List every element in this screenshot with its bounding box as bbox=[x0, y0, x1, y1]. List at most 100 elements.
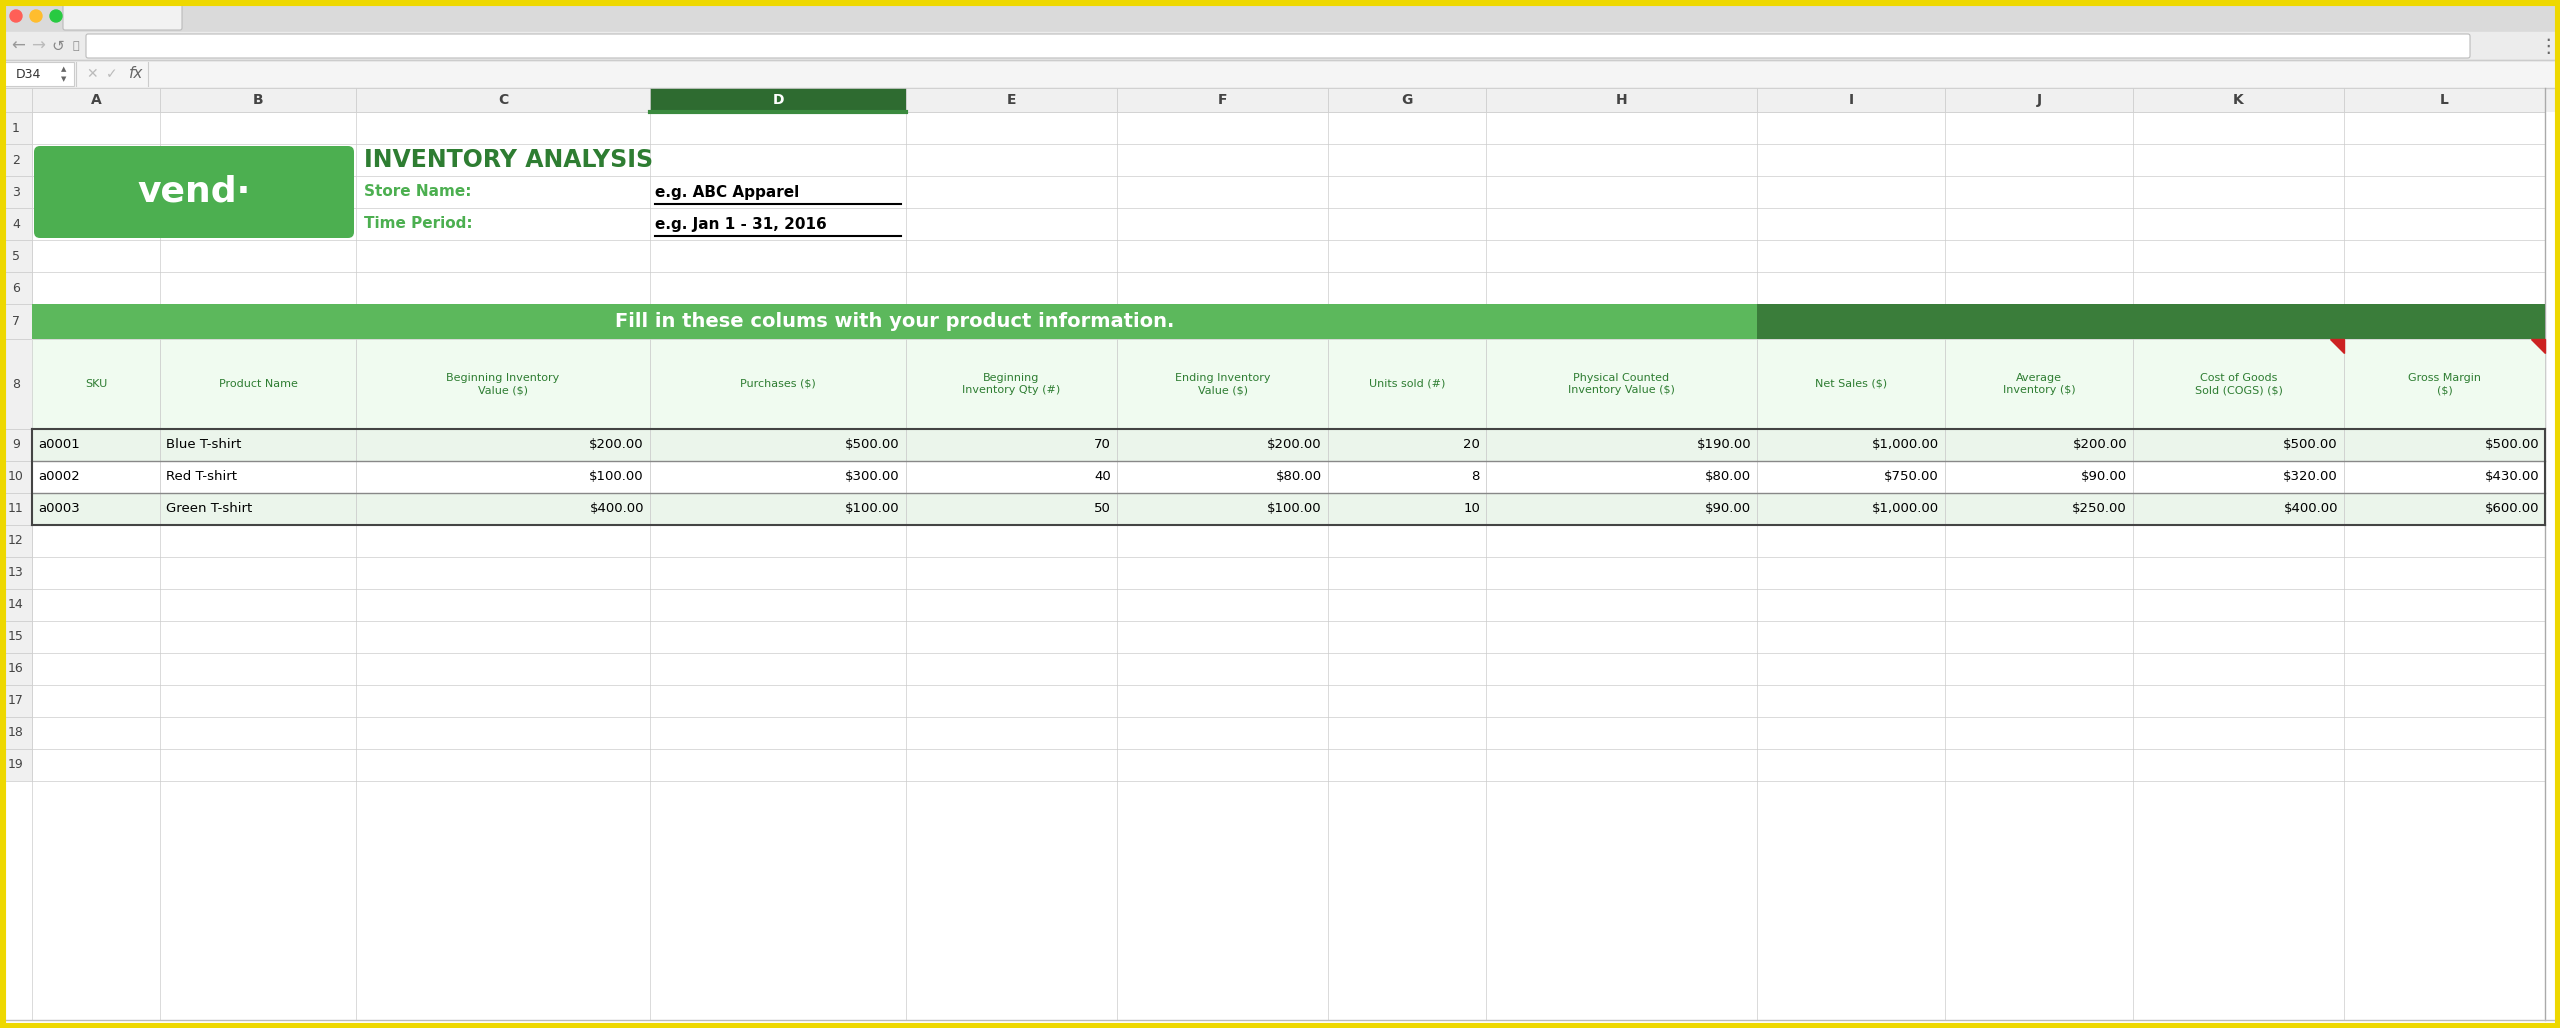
Text: Blue T-shirt: Blue T-shirt bbox=[166, 439, 241, 451]
FancyBboxPatch shape bbox=[87, 34, 2470, 58]
Text: $250.00: $250.00 bbox=[2071, 503, 2127, 515]
Text: $100.00: $100.00 bbox=[845, 503, 901, 515]
Text: ✓: ✓ bbox=[105, 67, 118, 81]
Bar bbox=[0, 304, 31, 339]
Text: J: J bbox=[2035, 93, 2040, 107]
Text: 20: 20 bbox=[1464, 439, 1480, 451]
Text: $500.00: $500.00 bbox=[2284, 439, 2337, 451]
Text: 14: 14 bbox=[8, 598, 23, 612]
Text: F: F bbox=[1219, 93, 1226, 107]
Bar bbox=[0, 240, 31, 272]
Text: Units sold (#): Units sold (#) bbox=[1370, 379, 1446, 389]
Text: 10: 10 bbox=[1464, 503, 1480, 515]
Bar bbox=[0, 32, 2560, 60]
Bar bbox=[1756, 461, 1946, 493]
Text: $500.00: $500.00 bbox=[845, 439, 901, 451]
Text: $500.00: $500.00 bbox=[2483, 439, 2540, 451]
Text: 10: 10 bbox=[8, 471, 23, 483]
Text: E: E bbox=[1006, 93, 1016, 107]
Text: fx: fx bbox=[128, 67, 143, 81]
Text: →: → bbox=[31, 37, 46, 56]
Text: 3: 3 bbox=[13, 185, 20, 198]
Bar bbox=[1485, 461, 1756, 493]
Bar bbox=[0, 272, 31, 304]
Bar bbox=[356, 493, 650, 525]
Bar bbox=[1946, 88, 2132, 112]
Text: 19: 19 bbox=[8, 759, 23, 771]
Text: a0001: a0001 bbox=[38, 439, 79, 451]
Text: Physical Counted
Inventory Value ($): Physical Counted Inventory Value ($) bbox=[1569, 373, 1674, 395]
Text: $200.00: $200.00 bbox=[589, 439, 645, 451]
Bar bbox=[0, 461, 31, 493]
Text: $320.00: $320.00 bbox=[2284, 471, 2337, 483]
Bar bbox=[1485, 429, 1756, 461]
Bar bbox=[2132, 429, 2345, 461]
Text: Store Name:: Store Name: bbox=[364, 184, 471, 199]
Bar bbox=[0, 88, 2560, 112]
Bar bbox=[0, 525, 31, 557]
Text: ✕: ✕ bbox=[87, 67, 97, 81]
Bar bbox=[2132, 339, 2345, 429]
Text: 5: 5 bbox=[13, 250, 20, 262]
Bar bbox=[1329, 493, 1485, 525]
Text: $100.00: $100.00 bbox=[589, 471, 645, 483]
Text: $1,000.00: $1,000.00 bbox=[1871, 439, 1938, 451]
Text: Cost of Goods
Sold (COGS) ($): Cost of Goods Sold (COGS) ($) bbox=[2194, 373, 2284, 395]
Bar bbox=[0, 144, 31, 176]
Text: ⋮: ⋮ bbox=[2540, 37, 2557, 56]
Bar bbox=[2345, 461, 2545, 493]
Text: 12: 12 bbox=[8, 535, 23, 548]
Text: Fill in these colums with your product information.: Fill in these colums with your product i… bbox=[614, 313, 1175, 331]
Bar bbox=[0, 208, 31, 240]
Bar bbox=[31, 429, 159, 461]
Bar bbox=[31, 339, 159, 429]
Text: 7: 7 bbox=[13, 315, 20, 328]
Bar bbox=[1946, 339, 2132, 429]
Bar bbox=[1756, 493, 1946, 525]
Text: $190.00: $190.00 bbox=[1697, 439, 1751, 451]
Bar bbox=[650, 339, 906, 429]
Bar bbox=[0, 429, 31, 461]
Text: $200.00: $200.00 bbox=[2074, 439, 2127, 451]
Bar bbox=[906, 493, 1116, 525]
Text: I: I bbox=[1848, 93, 1853, 107]
Text: ▲: ▲ bbox=[61, 66, 67, 72]
Text: A: A bbox=[90, 93, 102, 107]
Text: Gross Margin
($): Gross Margin ($) bbox=[2409, 373, 2481, 395]
Text: K: K bbox=[2232, 93, 2245, 107]
Text: Net Sales ($): Net Sales ($) bbox=[1815, 379, 1887, 389]
Text: ↺: ↺ bbox=[51, 38, 64, 53]
Bar bbox=[1116, 493, 1329, 525]
Bar bbox=[2132, 461, 2345, 493]
Text: $400.00: $400.00 bbox=[589, 503, 645, 515]
Bar bbox=[356, 429, 650, 461]
Text: $90.00: $90.00 bbox=[2081, 471, 2127, 483]
Bar bbox=[1329, 88, 1485, 112]
Bar bbox=[0, 112, 31, 144]
Bar bbox=[0, 749, 31, 781]
Bar bbox=[906, 339, 1116, 429]
Text: 17: 17 bbox=[8, 695, 23, 707]
Bar bbox=[1756, 429, 1946, 461]
Bar bbox=[2345, 493, 2545, 525]
Bar bbox=[0, 717, 31, 749]
Bar bbox=[1946, 461, 2132, 493]
Text: ←: ← bbox=[10, 37, 26, 56]
Bar bbox=[0, 339, 31, 429]
Bar bbox=[159, 88, 356, 112]
FancyBboxPatch shape bbox=[33, 146, 353, 238]
Text: 8: 8 bbox=[1472, 471, 1480, 483]
Text: Beginning Inventory
Value ($): Beginning Inventory Value ($) bbox=[445, 373, 561, 395]
Bar bbox=[1329, 339, 1485, 429]
Text: e.g. ABC Apparel: e.g. ABC Apparel bbox=[655, 184, 799, 199]
Bar bbox=[31, 112, 2545, 1020]
Text: 🔍: 🔍 bbox=[72, 41, 79, 51]
Text: $750.00: $750.00 bbox=[1884, 471, 1938, 483]
Bar bbox=[159, 429, 356, 461]
Bar bbox=[650, 493, 906, 525]
Bar bbox=[1116, 429, 1329, 461]
Text: 11: 11 bbox=[8, 503, 23, 515]
Text: 2: 2 bbox=[13, 153, 20, 167]
Text: SKU: SKU bbox=[84, 379, 108, 389]
Text: C: C bbox=[497, 93, 507, 107]
